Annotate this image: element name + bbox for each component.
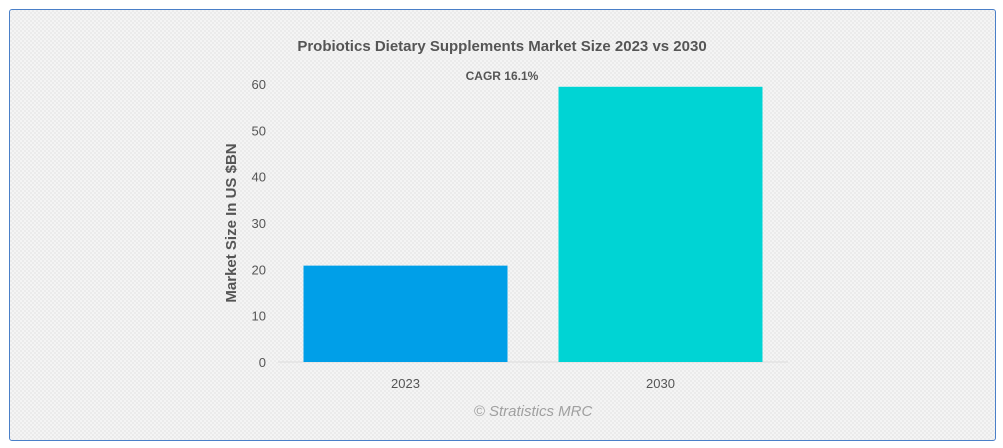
chart-title: Probiotics Dietary Supplements Market Si… bbox=[297, 38, 706, 55]
chart-frame bbox=[9, 9, 996, 441]
y-tick-label: 40 bbox=[252, 170, 266, 185]
y-tick-label: 60 bbox=[252, 77, 266, 92]
x-tick-label: 2023 bbox=[391, 376, 420, 391]
bar-2023 bbox=[303, 265, 508, 362]
cagr-annotation: CAGR 16.1% bbox=[466, 69, 539, 83]
y-axis-label: Market Size In US $BN bbox=[223, 143, 240, 302]
x-axis-ticks: 2023 2030 bbox=[391, 376, 675, 391]
x-tick-label: 2030 bbox=[646, 376, 675, 391]
y-tick-label: 20 bbox=[252, 262, 266, 277]
bars bbox=[303, 86, 763, 362]
bar-2030 bbox=[558, 86, 763, 362]
y-tick-label: 30 bbox=[252, 216, 266, 231]
y-tick-label: 50 bbox=[252, 123, 266, 138]
y-tick-label: 10 bbox=[252, 309, 266, 324]
y-tick-label: 0 bbox=[259, 355, 266, 370]
y-axis-ticks: 0 10 20 30 40 50 60 bbox=[252, 77, 266, 370]
credit-text: © Stratistics MRC bbox=[474, 403, 593, 420]
